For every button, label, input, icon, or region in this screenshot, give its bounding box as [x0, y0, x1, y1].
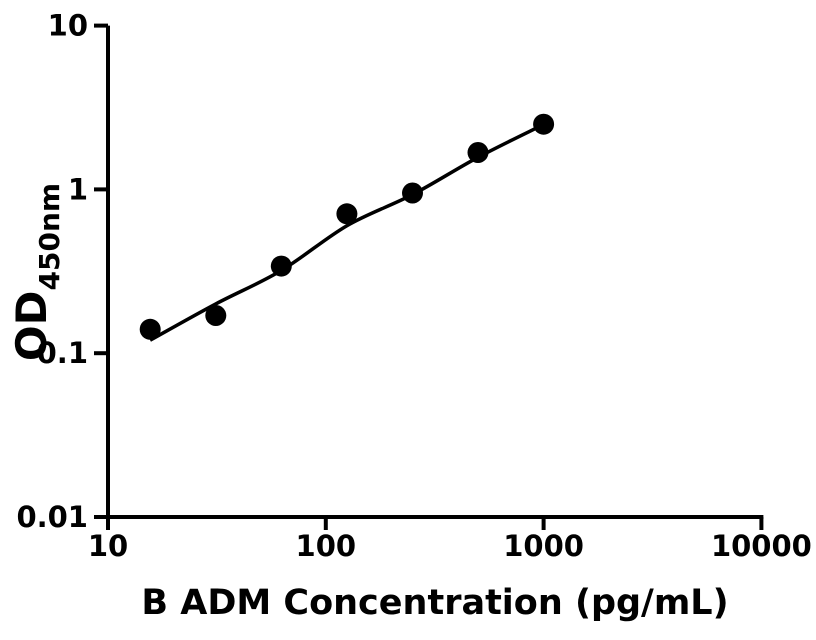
y-axis-title-main: OD	[7, 290, 56, 362]
x-axis-title: B ADM Concentration (pg/mL)	[141, 583, 729, 623]
x-tick-label: 100	[296, 529, 357, 563]
data-point	[467, 142, 489, 163]
data-point	[205, 305, 227, 326]
y-tick-label: 0.01	[16, 500, 88, 534]
y-tick-label: 0.1	[37, 336, 88, 370]
x-tick-label: 10	[88, 529, 128, 563]
y-tick-label: 1	[68, 172, 88, 206]
data-point	[139, 318, 161, 340]
data-point	[270, 255, 292, 277]
data-point	[336, 203, 358, 225]
x-tick-label: 10000	[711, 529, 812, 563]
data-point	[402, 182, 423, 204]
y-tick-label: 10	[48, 9, 88, 43]
y-axis-title: OD 450nm	[7, 162, 66, 382]
y-axis-title-subscript: 450nm	[33, 182, 66, 291]
data-point	[533, 113, 555, 135]
x-tick-label: 1000	[503, 529, 584, 563]
